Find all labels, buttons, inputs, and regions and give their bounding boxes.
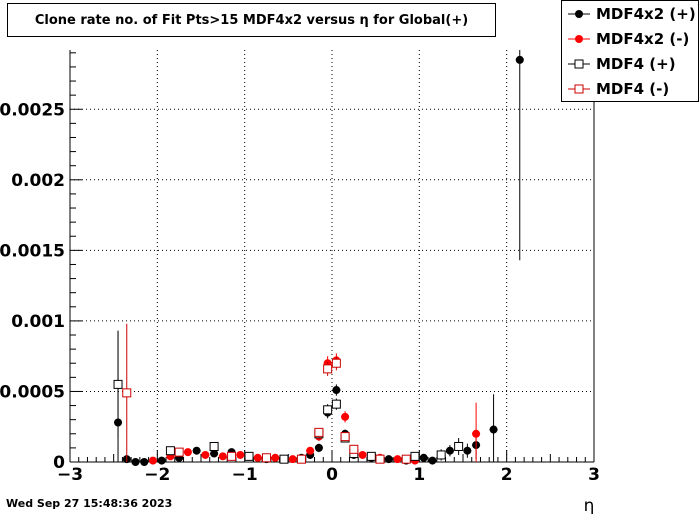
data-point [262, 453, 271, 463]
data-point [314, 443, 323, 452]
y-tick-label: 0.0015 [0, 241, 65, 261]
data-point [314, 427, 324, 437]
data-point [340, 432, 350, 442]
data-point [271, 453, 280, 462]
data-point [366, 451, 376, 461]
data-point [218, 452, 227, 461]
data-point [296, 454, 306, 464]
data-point [375, 454, 385, 464]
data-point [192, 446, 201, 455]
x-tick-label: −3 [57, 465, 83, 485]
chart-title: Clone rate no. of Fit Pts>15 MDF4x2 vers… [34, 13, 469, 28]
data-point [288, 455, 297, 464]
y-tick-label: 0.0005 [0, 382, 65, 402]
y-tick-label: 0.0025 [0, 100, 65, 120]
series-0 [114, 50, 524, 466]
data-point [174, 447, 184, 457]
data-point [428, 456, 437, 465]
data-point [236, 450, 245, 459]
data-point [140, 458, 149, 466]
y-tick-label: 0.002 [11, 171, 65, 191]
data-point [410, 451, 420, 461]
data-point [358, 450, 367, 459]
legend-item-mdf4-plus: MDF4 (+) [562, 52, 698, 76]
data-point [393, 455, 402, 464]
data-point [165, 446, 175, 456]
series-3 [122, 323, 411, 464]
data-point [209, 441, 219, 451]
data-point [253, 453, 262, 462]
data-point [113, 379, 123, 389]
data-point [183, 448, 192, 457]
data-point [349, 444, 359, 454]
y-tick-label: 0.001 [11, 312, 65, 332]
data-point [331, 399, 341, 409]
y-tick-label: 0 [53, 453, 65, 473]
data-point [157, 456, 166, 465]
data-point [122, 388, 132, 398]
grid [70, 50, 594, 462]
title-box: Clone rate no. of Fit Pts>15 MDF4x2 vers… [7, 3, 496, 37]
legend-label-mdf4-plus: MDF4 (+) [596, 55, 676, 73]
legend-label-mdf4x2-plus: MDF4x2 (+) [596, 5, 696, 23]
data-point [401, 454, 411, 464]
x-tick-label: 0 [326, 465, 338, 485]
data-point [210, 449, 219, 458]
data-point [384, 455, 393, 464]
legend-label-mdf4-minus: MDF4 (-) [596, 80, 670, 98]
legend-marker-mdf4x2-minus [568, 35, 590, 43]
data-point [131, 458, 140, 466]
data-point [489, 425, 498, 434]
data-point [323, 405, 333, 415]
legend-marker-mdf4-minus [568, 84, 590, 94]
timestamp: Wed Sep 27 15:48:36 2023 [6, 497, 173, 510]
data-point [148, 456, 157, 465]
x-tick-label: 2 [501, 465, 513, 485]
data-point [419, 453, 428, 462]
data-point [331, 358, 341, 368]
legend: MDF4x2 (+) MDF4x2 (-) MDF4 (+) MDF4 (-) [561, 0, 699, 102]
data-point [463, 446, 472, 455]
data-point [332, 386, 341, 395]
data-point [445, 446, 454, 455]
x-tick-label: −1 [232, 465, 258, 485]
series-2 [113, 330, 464, 464]
data-point [454, 441, 464, 451]
data-point [201, 450, 210, 459]
data-point [227, 451, 237, 461]
legend-label-mdf4x2-minus: MDF4x2 (-) [596, 30, 690, 48]
data-point [244, 451, 254, 461]
data-point [341, 412, 350, 421]
data-point [323, 364, 333, 374]
legend-marker-mdf4-plus [568, 59, 590, 69]
legend-item-mdf4x2-plus: MDF4x2 (+) [562, 2, 698, 26]
axes: −3 −2 −1 0 1 2 3 0 0.0005 0.001 0.0015 0.002 0.0025 η [0, 50, 600, 514]
legend-item-mdf4-minus: MDF4 (-) [562, 77, 698, 101]
data-point [472, 429, 481, 438]
x-tick-label: 1 [413, 465, 425, 485]
x-tick-label: −2 [144, 465, 170, 485]
legend-item-mdf4x2-minus: MDF4x2 (-) [562, 27, 698, 51]
data-point [279, 454, 289, 464]
x-axis-label: η [584, 496, 595, 514]
data-point [306, 446, 315, 455]
data-point [436, 450, 446, 460]
data-point [515, 55, 524, 64]
legend-marker-mdf4x2-plus [568, 10, 590, 18]
data-series [113, 50, 524, 466]
x-tick-label: 3 [588, 465, 600, 485]
